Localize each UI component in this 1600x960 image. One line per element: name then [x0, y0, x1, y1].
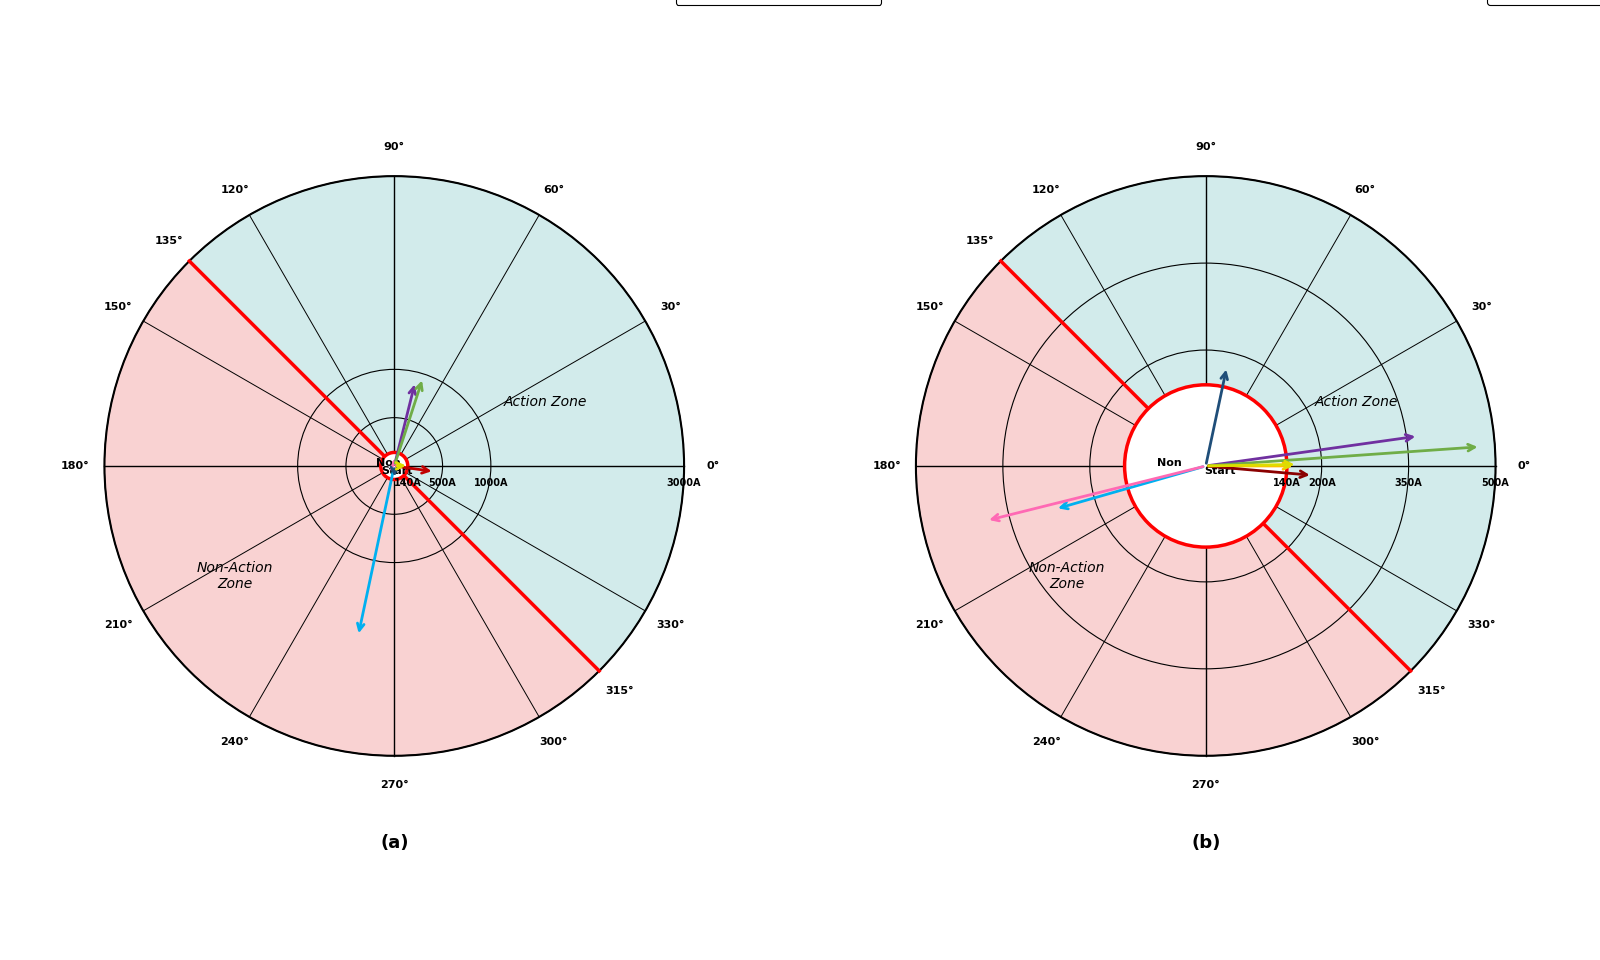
Wedge shape [189, 176, 685, 671]
Text: Non: Non [376, 458, 400, 468]
Text: 500A: 500A [429, 477, 456, 488]
Text: 200A: 200A [1307, 477, 1336, 488]
Text: 120°: 120° [221, 185, 250, 195]
Text: 270°: 270° [379, 780, 408, 790]
Text: Non-Action
Zone: Non-Action Zone [197, 561, 274, 591]
Text: Action Zone: Action Zone [504, 396, 587, 409]
Wedge shape [915, 261, 1411, 756]
Text: 210°: 210° [104, 620, 133, 631]
Text: Start: Start [381, 467, 413, 476]
Text: 150°: 150° [915, 301, 944, 312]
Text: Start: Start [1205, 467, 1237, 476]
Text: 0°: 0° [707, 461, 720, 471]
Text: 140A: 140A [394, 477, 422, 488]
Text: 60°: 60° [1355, 185, 1376, 195]
Wedge shape [104, 261, 598, 756]
Text: 3000A: 3000A [667, 477, 701, 488]
Circle shape [381, 452, 408, 479]
Text: 30°: 30° [659, 301, 680, 312]
Text: Action Zone: Action Zone [1315, 396, 1398, 409]
Text: 180°: 180° [61, 461, 90, 471]
Text: Non-Action
Zone: Non-Action Zone [1029, 561, 1106, 591]
Text: Non: Non [1157, 458, 1181, 468]
Text: 140A: 140A [1274, 477, 1301, 488]
Text: 135°: 135° [155, 235, 182, 246]
Legend: Element1, Element2, Element3, Element4, Element5, Element6, Element7, Element8: Element1, Element2, Element3, Element4, … [1488, 0, 1600, 5]
Text: 315°: 315° [1418, 686, 1445, 696]
Circle shape [1125, 385, 1286, 547]
Legend: Element1, Element2, Element3, Element4, Element5, Element6, Element7, Element8: Element1, Element2, Element3, Element4, … [675, 0, 882, 5]
Text: 90°: 90° [384, 142, 405, 153]
Text: 150°: 150° [104, 301, 133, 312]
Text: 30°: 30° [1472, 301, 1493, 312]
Text: 90°: 90° [1195, 142, 1216, 153]
Text: 210°: 210° [915, 620, 944, 631]
Text: 1000A: 1000A [474, 477, 509, 488]
Text: 120°: 120° [1032, 185, 1061, 195]
Text: 330°: 330° [1467, 620, 1496, 631]
Text: 300°: 300° [539, 737, 568, 747]
Wedge shape [1002, 176, 1496, 671]
Text: 240°: 240° [221, 737, 250, 747]
Text: 300°: 300° [1350, 737, 1379, 747]
Text: (a): (a) [381, 833, 408, 852]
Text: 315°: 315° [605, 686, 634, 696]
Text: 240°: 240° [1032, 737, 1061, 747]
Text: (b): (b) [1190, 833, 1221, 852]
Text: 135°: 135° [966, 235, 995, 246]
Text: 180°: 180° [872, 461, 901, 471]
Text: 500A: 500A [1482, 477, 1509, 488]
Text: 350A: 350A [1395, 477, 1422, 488]
Text: 270°: 270° [1192, 780, 1221, 790]
Text: 0°: 0° [1518, 461, 1531, 471]
Text: 60°: 60° [542, 185, 565, 195]
Text: 330°: 330° [656, 620, 685, 631]
